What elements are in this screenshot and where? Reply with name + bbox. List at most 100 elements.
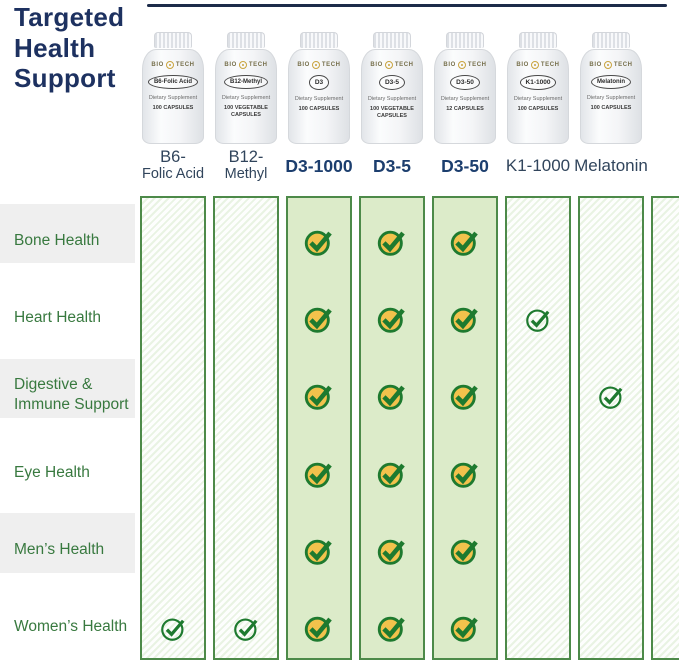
brand-right: TECH	[540, 62, 560, 68]
brand-left: BIO	[370, 62, 383, 68]
brand-left: BIO	[443, 62, 456, 68]
check-icon-filled	[302, 611, 336, 650]
bottle-cap-icon	[300, 32, 338, 48]
atom-icon	[530, 61, 539, 69]
column-header-line2: Methyl	[224, 166, 268, 183]
supplement-text: Dietary Supplement	[221, 95, 271, 101]
capsule-count: 100 CAPSULES	[298, 106, 340, 112]
bottle-body: BIO TECH D3-5 Dietary Supplement 100 VEGETAB…	[361, 49, 423, 144]
row-label-line: Immune Support	[14, 396, 129, 414]
product-column	[213, 196, 279, 660]
column-header-line2: Folic Acid	[141, 166, 205, 183]
row-label: Heart Health	[0, 273, 140, 350]
brand-right: TECH	[394, 62, 414, 68]
row-label-line: Digestive &	[14, 376, 93, 394]
check-icon-filled	[302, 302, 336, 341]
check-icon-filled	[375, 534, 409, 573]
column-header: K1-1000	[485, 144, 591, 188]
page-title: Targeted Health Support	[14, 2, 125, 94]
bottle-cap-icon	[446, 32, 484, 48]
product-bottle: BIO TECH B6-Folic Acid Dietary Supplement 10…	[142, 32, 204, 144]
column-header: D3-5	[339, 144, 445, 188]
brand-left: BIO	[516, 62, 529, 68]
column-header: B12- Methyl	[193, 144, 299, 188]
capsule-count: 100 CAPSULES	[517, 106, 559, 112]
atom-icon	[311, 61, 320, 69]
partial-column	[651, 196, 679, 660]
brand-mark: BIO TECH	[224, 61, 267, 69]
product-oval-label: D3	[308, 75, 330, 90]
brand-left: BIO	[151, 62, 164, 68]
row-label: Bone Health	[0, 196, 140, 273]
product-oval-label: B12-Methyl	[223, 75, 268, 89]
bottle-body: BIO TECH B12-Methyl Dietary Supplement 100 V…	[215, 49, 277, 144]
brand-left: BIO	[224, 62, 237, 68]
check-icon-filled	[302, 534, 336, 573]
column-header-line1: B12-	[228, 148, 264, 167]
capsule-count: 100 VEGETABLE CAPSULES	[224, 105, 268, 118]
supplement-text: Dietary Supplement	[586, 95, 636, 101]
check-icon-outline	[523, 304, 554, 340]
check-icon-filled	[448, 534, 482, 573]
column-header: D3-1000	[266, 144, 372, 188]
column-header-label: K1-1000	[505, 155, 571, 175]
supplement-text: Dietary Supplement	[148, 95, 198, 101]
product-oval-label: D3-5	[378, 75, 406, 90]
check-icon-outline	[596, 381, 627, 417]
row-label-line: Women’s Health	[14, 618, 128, 636]
capsule-count: 100 CAPSULES	[590, 105, 632, 111]
capsule-count: 100 VEGETABLE CAPSULES	[370, 106, 414, 119]
bottle-cap-icon	[373, 32, 411, 48]
column-header-line1: B6-	[160, 148, 186, 167]
row-label: Men’s Health	[0, 505, 140, 582]
check-icon-filled	[302, 379, 336, 418]
brand-right: TECH	[175, 62, 195, 68]
supplement-text: Dietary Supplement	[440, 96, 490, 102]
check-icon-filled	[375, 225, 409, 264]
brand-left: BIO	[589, 62, 602, 68]
brand-right: TECH	[321, 62, 341, 68]
product-column	[359, 196, 425, 660]
product-oval-label: B6-Folic Acid	[147, 75, 199, 89]
product-oval-label: Melatonin	[591, 75, 631, 89]
check-icon-outline	[231, 613, 262, 649]
comparison-table: Bone Health Heart Health Digestive & Immune…	[0, 196, 679, 660]
check-icon-filled	[448, 457, 482, 496]
row-label-line: Eye Health	[14, 463, 90, 481]
product-bottle: BIO TECH K1-1000 Dietary Supplement 100 CAPS…	[507, 32, 569, 144]
bottle-body: BIO TECH D3-50 Dietary Supplement 12 CAPSULE…	[434, 49, 496, 144]
capsule-count: 12 CAPSULES	[446, 106, 484, 112]
check-icon-filled	[375, 457, 409, 496]
product-bottle: BIO TECH D3-50 Dietary Supplement 12 CAPSULE…	[434, 32, 496, 144]
column-header: D3-50	[412, 144, 518, 188]
check-icon-filled	[448, 302, 482, 341]
bottle-body: BIO TECH D3 Dietary Supplement 100 CAPSULES	[288, 49, 350, 144]
row-label-line: Heart Health	[14, 308, 102, 326]
brand-mark: BIO TECH	[443, 61, 486, 69]
check-icon-filled	[448, 611, 482, 650]
product-oval-label: D3-50	[450, 75, 480, 90]
check-icon-filled	[302, 225, 336, 264]
column-header: Melatonin	[558, 144, 664, 188]
bottle-cap-icon	[154, 32, 192, 48]
product-bottle: BIO TECH Melatonin Dietary Supplement 100 CA…	[580, 32, 642, 144]
check-icon-filled	[375, 611, 409, 650]
product-bottle: BIO TECH D3-5 Dietary Supplement 100 VEGETAB…	[361, 32, 423, 144]
brand-right: TECH	[467, 62, 487, 68]
brand-mark: BIO TECH	[151, 61, 194, 69]
brand-mark: BIO TECH	[516, 61, 559, 69]
supplement-text: Dietary Supplement	[367, 96, 417, 102]
product-column	[578, 196, 644, 660]
column-header-label: D3-5	[373, 155, 411, 176]
row-label-line: Bone Health	[14, 231, 100, 249]
bottle-body: BIO TECH Melatonin Dietary Supplement 100 CA…	[580, 49, 642, 144]
product-bottle: BIO TECH D3 Dietary Supplement 100 CAPSULES	[288, 32, 350, 144]
column-header-label: D3-1000	[285, 155, 353, 176]
brand-mark: BIO TECH	[297, 61, 340, 69]
check-icon-filled	[302, 457, 336, 496]
column-header-label: D3-50	[441, 155, 489, 176]
row-label: Digestive & Immune Support	[0, 351, 140, 428]
product-column	[505, 196, 571, 660]
supplement-text: Dietary Supplement	[513, 96, 563, 102]
